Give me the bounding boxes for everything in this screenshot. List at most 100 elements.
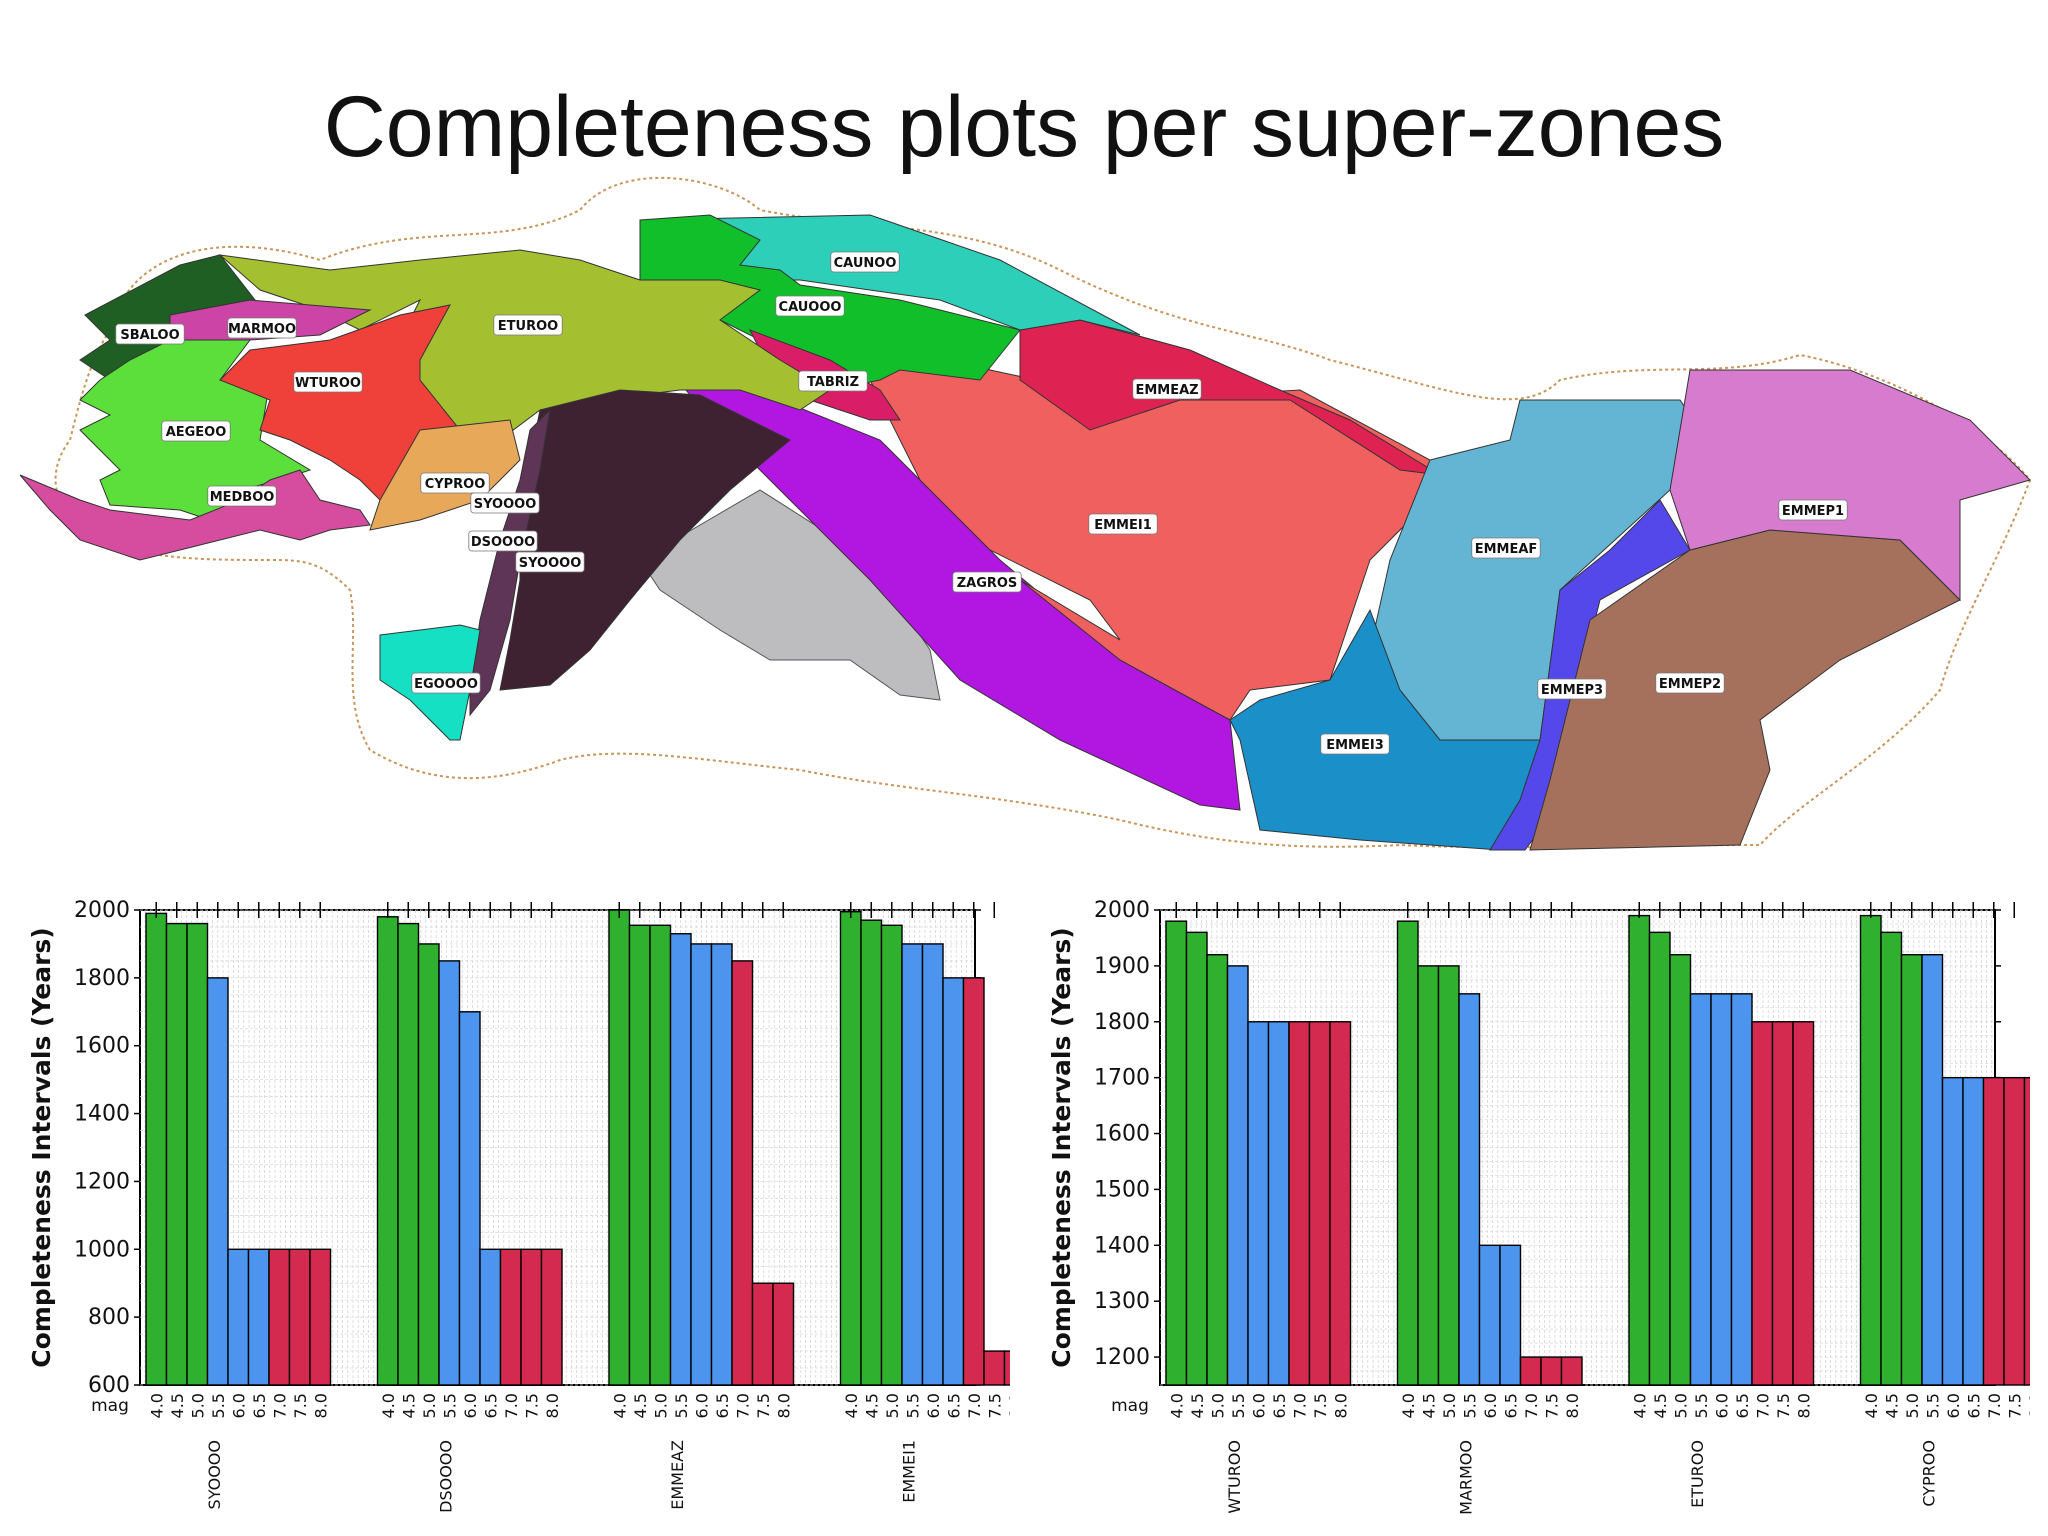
bar-marmoo-4.0 xyxy=(1396,920,1419,1386)
x-tick-label: 6.0 xyxy=(1481,1393,1500,1418)
x-tick-label: 8.0 xyxy=(774,1393,793,1418)
bar-emmeaz-6.5 xyxy=(710,943,733,1386)
bar-cyproo-7.5 xyxy=(2003,1076,2026,1386)
x-tick-label: 5.0 xyxy=(651,1393,670,1418)
x-tick-label: 5.5 xyxy=(209,1393,228,1418)
group-label-emmei1: EMMEI1 xyxy=(899,1440,918,1503)
x-tick-label: 6.0 xyxy=(924,1393,943,1418)
x-tick-label: 4.0 xyxy=(1399,1393,1418,1418)
bar-marmoo-4.5 xyxy=(1417,965,1440,1386)
zone-label-sbaloo: SBALOO xyxy=(115,323,185,345)
group-label-cyproo: CYPROO xyxy=(1919,1440,1938,1507)
bar-dsoooo-6.5 xyxy=(479,1248,502,1386)
x-tick-label: 7.0 xyxy=(965,1393,984,1418)
y-tick-label: 1400 xyxy=(1094,1233,1150,1258)
x-tick-label: 4.0 xyxy=(1167,1393,1186,1418)
x-tick-label: 6.5 xyxy=(1733,1393,1752,1418)
bar-cyproo-6.0 xyxy=(1941,1076,1964,1386)
x-tick-label: 7.5 xyxy=(291,1393,310,1418)
bar-emmei1-7.0 xyxy=(962,977,985,1386)
x-tick-label: 7.5 xyxy=(1542,1393,1561,1418)
x-tick-label: 5.0 xyxy=(1440,1393,1459,1418)
bar-wturoo-7.5 xyxy=(1308,1021,1331,1386)
group-label-syoooo: SYOOOO xyxy=(205,1440,224,1509)
bar-eturoo-7.5 xyxy=(1771,1021,1794,1386)
bar-eturoo-8.0 xyxy=(1792,1021,1815,1386)
x-tick-label: 5.0 xyxy=(883,1393,902,1418)
x-tick-label: 5.5 xyxy=(1692,1393,1711,1418)
x-tick-label: 4.0 xyxy=(1630,1393,1649,1418)
y-axis-label: Completeness Intervals (Years) xyxy=(27,927,56,1367)
bar-syoooo-6.0 xyxy=(227,1248,250,1386)
svg-text:EMMEAF: EMMEAF xyxy=(1475,542,1538,557)
svg-text:MARMOO: MARMOO xyxy=(228,322,296,337)
y-tick-label: 1800 xyxy=(1094,1010,1150,1035)
y-tick-label: 800 xyxy=(88,1305,130,1330)
x-tick-label: 6.5 xyxy=(944,1393,963,1418)
svg-text:DSOOOO: DSOOOO xyxy=(471,535,535,550)
group-label-wturoo: WTUROO xyxy=(1225,1440,1244,1514)
bar-syoooo-5.0 xyxy=(186,922,209,1386)
x-tick-label: 5.0 xyxy=(1208,1393,1227,1418)
x-tick-label: 7.5 xyxy=(1311,1393,1330,1418)
x-tick-label: 7.0 xyxy=(270,1393,289,1418)
x-tick-label: 6.0 xyxy=(1712,1393,1731,1418)
x-tick-label: 6.5 xyxy=(481,1393,500,1418)
x-tick-label: 4.5 xyxy=(399,1393,418,1418)
svg-text:SBALOO: SBALOO xyxy=(120,328,179,343)
x-tick-label: 8.0 xyxy=(543,1393,562,1418)
bar-wturoo-7.0 xyxy=(1288,1021,1311,1386)
x-tick-label: 4.5 xyxy=(1419,1393,1438,1418)
bar-wturoo-4.5 xyxy=(1185,931,1208,1386)
bar-eturoo-4.0 xyxy=(1628,914,1651,1386)
svg-text:MEDBOO: MEDBOO xyxy=(210,490,275,505)
x-tick-label: 8.0 xyxy=(1794,1393,1813,1418)
bar-syoooo-4.5 xyxy=(165,922,188,1386)
svg-text:SYOOOO: SYOOOO xyxy=(519,556,582,571)
zone-label-marmoo: MARMOO xyxy=(227,317,297,339)
y-tick-label: 1500 xyxy=(1094,1177,1150,1202)
bar-syoooo-5.5 xyxy=(206,977,229,1386)
zone-label-cyproo: CYPROO xyxy=(420,472,490,494)
x-tick-label: 6.5 xyxy=(713,1393,732,1418)
super-zones-map: SBALOO MARMOO WTUROO ETUROO AEGEOO MEDBOO CYPR… xyxy=(19,176,2032,851)
bar-dsoooo-6.0 xyxy=(458,1011,481,1386)
x-tick-label: 6.0 xyxy=(229,1393,248,1418)
bar-wturoo-6.5 xyxy=(1267,1021,1290,1386)
x-tick-label: 4.0 xyxy=(379,1393,398,1418)
x-tick-label: 4.0 xyxy=(610,1393,629,1418)
x-tick-label: 4.0 xyxy=(842,1393,861,1418)
x-tick-label: 4.5 xyxy=(862,1393,881,1418)
zone-label-emmei3: EMMEI3 xyxy=(1320,733,1390,755)
x-tick-label: 5.0 xyxy=(1903,1393,1922,1418)
svg-text:EMMEI3: EMMEI3 xyxy=(1326,738,1384,753)
bar-emmei1-6.5 xyxy=(942,977,965,1386)
bar-eturoo-6.0 xyxy=(1710,993,1733,1386)
x-tick-label: 7.5 xyxy=(1774,1393,1793,1418)
svg-text:ZAGROS: ZAGROS xyxy=(957,576,1018,591)
bar-wturoo-8.0 xyxy=(1329,1021,1352,1386)
x-axis-label: mag xyxy=(91,1396,129,1416)
y-tick-label: 2000 xyxy=(1094,898,1150,923)
zone-label-cauooo: CAUOOO xyxy=(775,295,845,317)
x-axis-label: mag xyxy=(1111,1396,1149,1416)
x-tick-label: 7.5 xyxy=(754,1393,773,1418)
zone-label-syoooo: SYOOOO xyxy=(470,492,540,514)
x-tick-label: 6.0 xyxy=(692,1393,711,1418)
bar-emmeaz-4.0 xyxy=(608,909,631,1386)
bar-cyproo-5.0 xyxy=(1900,954,1923,1386)
x-tick-label: 8.0 xyxy=(311,1393,330,1418)
bar-emmeaz-5.5 xyxy=(669,933,692,1386)
zone-label-emmeaz: EMMEAZ xyxy=(1132,378,1202,400)
bar-dsoooo-7.5 xyxy=(520,1248,543,1386)
y-tick-label: 1300 xyxy=(1094,1289,1150,1314)
zone-dsoooo xyxy=(469,408,551,717)
bar-eturoo-7.0 xyxy=(1751,1021,1774,1386)
x-tick-label: 4.5 xyxy=(1651,1393,1670,1418)
bar-marmoo-5.0 xyxy=(1437,965,1460,1386)
bar-emmei1-8.0 xyxy=(1003,1350,1010,1386)
bar-eturoo-6.5 xyxy=(1730,993,1753,1386)
zone-eturoo xyxy=(218,249,831,441)
svg-text:CAUOOO: CAUOOO xyxy=(779,300,842,315)
x-tick-label: 6.5 xyxy=(1270,1393,1289,1418)
